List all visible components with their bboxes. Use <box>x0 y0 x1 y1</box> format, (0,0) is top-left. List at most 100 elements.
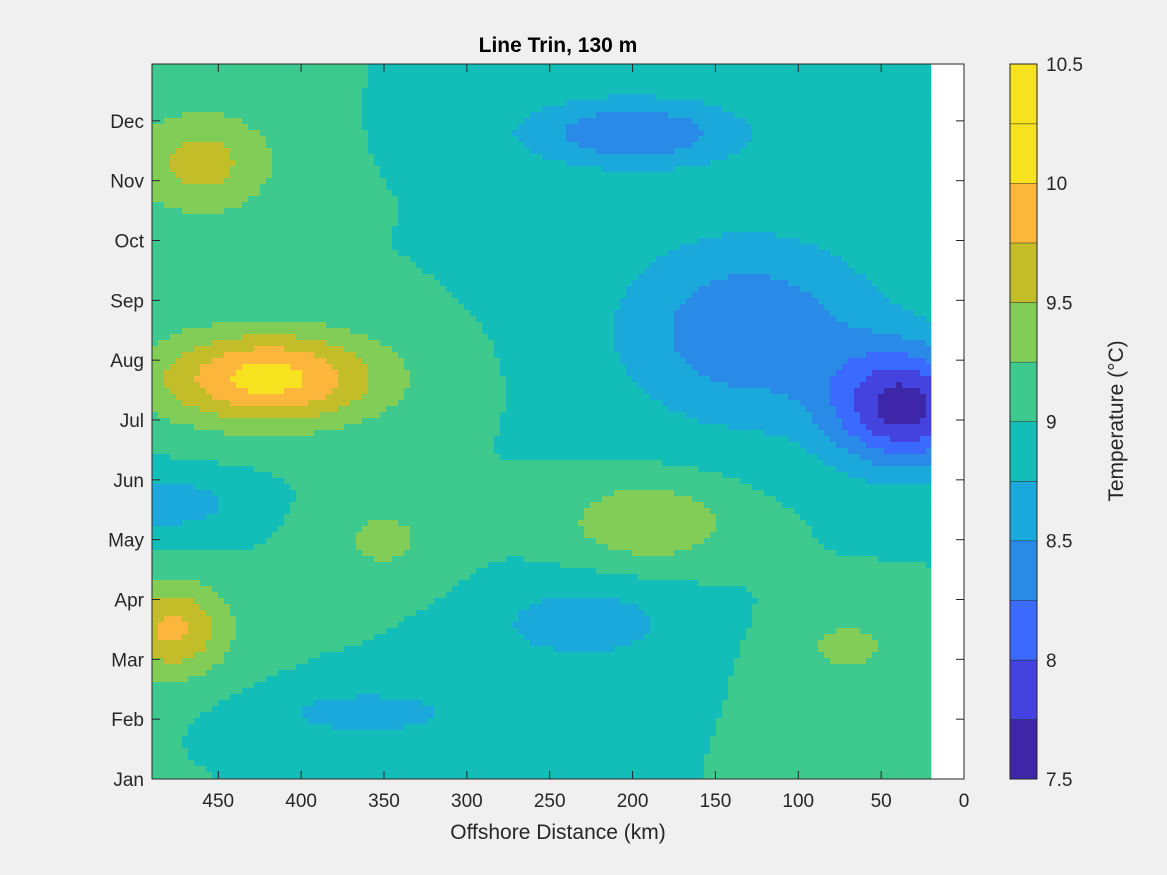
contour-cell <box>872 178 879 185</box>
contour-cell <box>332 112 339 119</box>
contour-cell <box>200 130 207 137</box>
contour-cell <box>896 232 903 239</box>
contour-cell <box>716 220 723 227</box>
contour-cell <box>680 148 687 155</box>
contour-cell <box>542 232 549 239</box>
contour-cell <box>350 94 357 101</box>
contour-cell <box>512 88 519 95</box>
contour-cell <box>410 202 417 209</box>
contour-cell <box>392 172 399 179</box>
contour-cell <box>692 214 699 221</box>
contour-cell <box>398 160 405 167</box>
contour-cell <box>542 202 549 209</box>
contour-cell <box>302 172 309 179</box>
contour-cell <box>554 94 561 101</box>
contour-cell <box>530 154 537 161</box>
contour-cell <box>758 172 765 179</box>
contour-cell <box>176 166 183 173</box>
contour-cell <box>620 136 627 143</box>
contour-cell <box>620 88 627 95</box>
contour-cell <box>284 286 291 293</box>
contour-cell <box>842 256 849 263</box>
contour-cell <box>782 172 789 179</box>
contour-cell <box>158 280 165 287</box>
contour-cell <box>482 154 489 161</box>
contour-cell <box>206 76 213 83</box>
contour-cell <box>608 256 615 263</box>
contour-cell <box>926 106 932 113</box>
contour-cell <box>470 112 477 119</box>
contour-cell <box>632 214 639 221</box>
contour-cell <box>290 250 297 257</box>
contour-cell <box>680 286 687 293</box>
contour-cell <box>596 100 603 107</box>
contour-cell <box>566 268 573 275</box>
contour-cell <box>890 232 897 239</box>
contour-cell <box>596 88 603 95</box>
contour-cell <box>668 178 675 185</box>
contour-cell <box>722 70 729 77</box>
contour-cell <box>440 106 447 113</box>
contour-cell <box>296 166 303 173</box>
contour-cell <box>518 118 525 125</box>
contour-cell <box>926 172 932 179</box>
contour-cell <box>326 286 333 293</box>
contour-cell <box>224 82 231 89</box>
contour-cell <box>860 250 867 257</box>
contour-cell <box>614 94 621 101</box>
contour-cell <box>248 232 255 239</box>
contour-cell <box>620 280 627 287</box>
contour-cell <box>740 118 747 125</box>
contour-cell <box>782 268 789 275</box>
contour-cell <box>440 142 447 149</box>
contour-cell <box>344 130 351 137</box>
contour-cell <box>212 286 219 293</box>
contour-cell <box>284 232 291 239</box>
contour-cell <box>734 280 741 287</box>
contour-cell <box>362 190 369 197</box>
contour-cell <box>278 94 285 101</box>
contour-cell <box>668 154 675 161</box>
contour-cell <box>686 106 693 113</box>
contour-cell <box>464 184 471 191</box>
contour-cell <box>254 124 261 131</box>
contour-cell <box>728 256 735 263</box>
contour-cell <box>830 268 837 275</box>
contour-cell <box>494 82 501 89</box>
contour-cell <box>386 106 393 113</box>
contour-cell <box>176 202 183 209</box>
contour-cell <box>836 64 843 71</box>
contour-cell <box>758 256 765 263</box>
contour-cell <box>914 148 921 155</box>
contour-cell <box>584 238 591 245</box>
contour-cell <box>410 214 417 221</box>
contour-cell <box>794 94 801 101</box>
contour-cell <box>194 232 201 239</box>
contour-cell <box>230 160 237 167</box>
contour-cell <box>476 160 483 167</box>
contour-cell <box>290 154 297 161</box>
contour-cell <box>266 118 273 125</box>
contour-cell <box>254 280 261 287</box>
contour-cell <box>332 130 339 137</box>
contour-cell <box>428 208 435 215</box>
contour-cell <box>608 142 615 149</box>
contour-cell <box>224 256 231 263</box>
contour-cell <box>722 184 729 191</box>
contour-cell <box>254 190 261 197</box>
contour-cell <box>362 130 369 137</box>
contour-cell <box>404 292 411 299</box>
contour-cell <box>806 160 813 167</box>
contour-cell <box>428 148 435 155</box>
contour-cell <box>878 256 885 263</box>
contour-cell <box>170 154 177 161</box>
contour-cell <box>908 274 915 281</box>
contour-cell <box>818 280 825 287</box>
contour-cell <box>632 190 639 197</box>
contour-cell <box>764 82 771 89</box>
contour-cell <box>362 88 369 95</box>
contour-cell <box>488 142 495 149</box>
contour-cell <box>206 136 213 143</box>
contour-cell <box>776 70 783 77</box>
contour-cell <box>920 124 927 131</box>
